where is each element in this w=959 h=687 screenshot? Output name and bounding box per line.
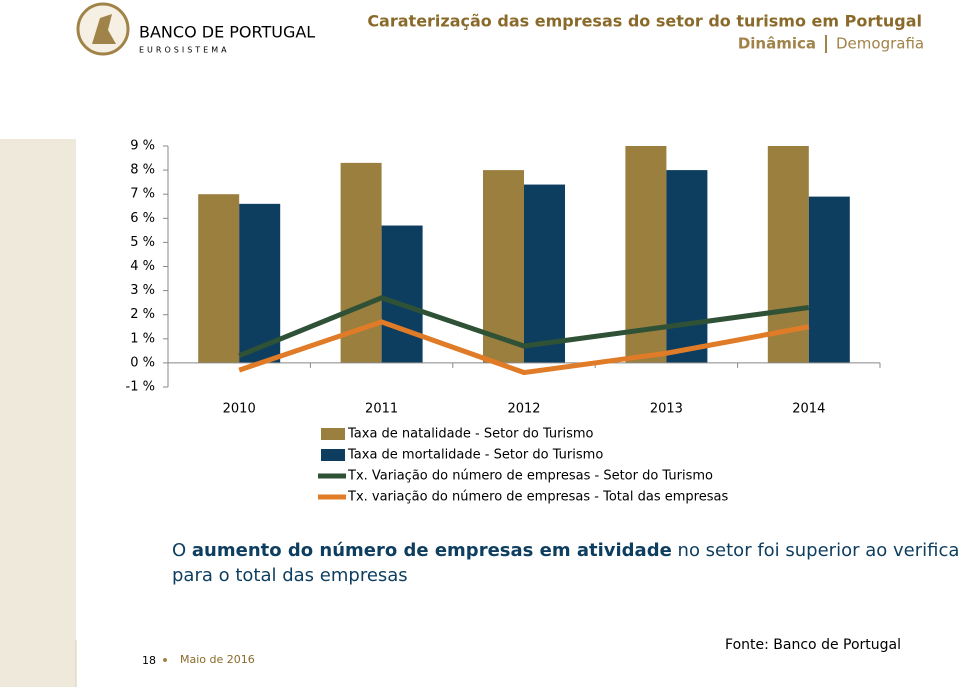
y-tick-label: 9 % bbox=[130, 139, 155, 154]
footer-dot bbox=[163, 658, 167, 662]
y-tick-label: 7 % bbox=[130, 187, 155, 202]
x-tick-label: 2014 bbox=[792, 402, 825, 417]
x-tick-label: 2013 bbox=[650, 402, 683, 417]
bar bbox=[808, 196, 850, 363]
y-tick-label: 2 % bbox=[130, 307, 155, 322]
conclusion-text: O bbox=[172, 540, 192, 561]
y-tick-label: 8 % bbox=[130, 163, 155, 178]
x-tick-label: 2011 bbox=[365, 402, 398, 417]
conclusion-line: para o total das empresas bbox=[172, 565, 408, 586]
y-tick-label: 1 % bbox=[130, 331, 155, 346]
line-series bbox=[238, 319, 810, 376]
y-tick-label: 4 % bbox=[130, 259, 155, 274]
bar bbox=[524, 184, 565, 363]
footer-date: Maio de 2016 bbox=[180, 653, 255, 666]
legend-label: Taxa de natalidade - Setor do Turismo bbox=[347, 427, 594, 442]
section: Dinâmica bbox=[738, 35, 816, 53]
x-tick-label: 2010 bbox=[223, 402, 256, 417]
chart: -1 % 0 % 1 % 2 % 3 % 4 % 5 % 6 % 7 % 8 % 9 % 2010 20… bbox=[126, 139, 881, 505]
subsection: Demografia bbox=[836, 35, 924, 53]
legend-label: Tx. variação do número de empresas - Tot… bbox=[347, 490, 728, 505]
conclusion-line: O aumento do número de empresas em ativi… bbox=[172, 540, 959, 561]
y-tick-label: 3 % bbox=[130, 283, 155, 298]
bar bbox=[483, 170, 524, 363]
bar bbox=[381, 225, 423, 363]
logo-figure bbox=[92, 14, 116, 44]
legend-label: Tx. Variação do número de empresas - Set… bbox=[347, 469, 713, 484]
y-tick-label: 5 % bbox=[130, 235, 155, 250]
x-tick-label: 2012 bbox=[507, 402, 540, 417]
legend-swatch bbox=[321, 449, 345, 461]
page-number: 18 bbox=[142, 654, 156, 667]
logo-name: BANCO DE PORTUGAL bbox=[139, 23, 315, 42]
line-series bbox=[238, 295, 810, 358]
y-tick-label: -1 % bbox=[126, 380, 155, 395]
bar bbox=[239, 203, 281, 363]
conclusion-text: no setor foi superior ao verificado bbox=[672, 540, 959, 561]
legend-label: Taxa de mortalidade - Setor do Turismo bbox=[347, 448, 603, 463]
legend-swatch bbox=[321, 428, 345, 440]
slide-title: Caraterização das empresas do setor do t… bbox=[367, 12, 922, 31]
y-tick-label: 0 % bbox=[130, 355, 155, 370]
source: Fonte: Banco de Portugal bbox=[725, 637, 901, 653]
side-band bbox=[0, 139, 76, 687]
conclusion-highlight: aumento do número de empresas em ativida… bbox=[192, 540, 672, 561]
bar bbox=[198, 194, 240, 363]
y-tick-label: 6 % bbox=[130, 211, 155, 226]
logo-sub: EUROSISTEMA bbox=[139, 46, 230, 55]
bar bbox=[666, 170, 708, 363]
